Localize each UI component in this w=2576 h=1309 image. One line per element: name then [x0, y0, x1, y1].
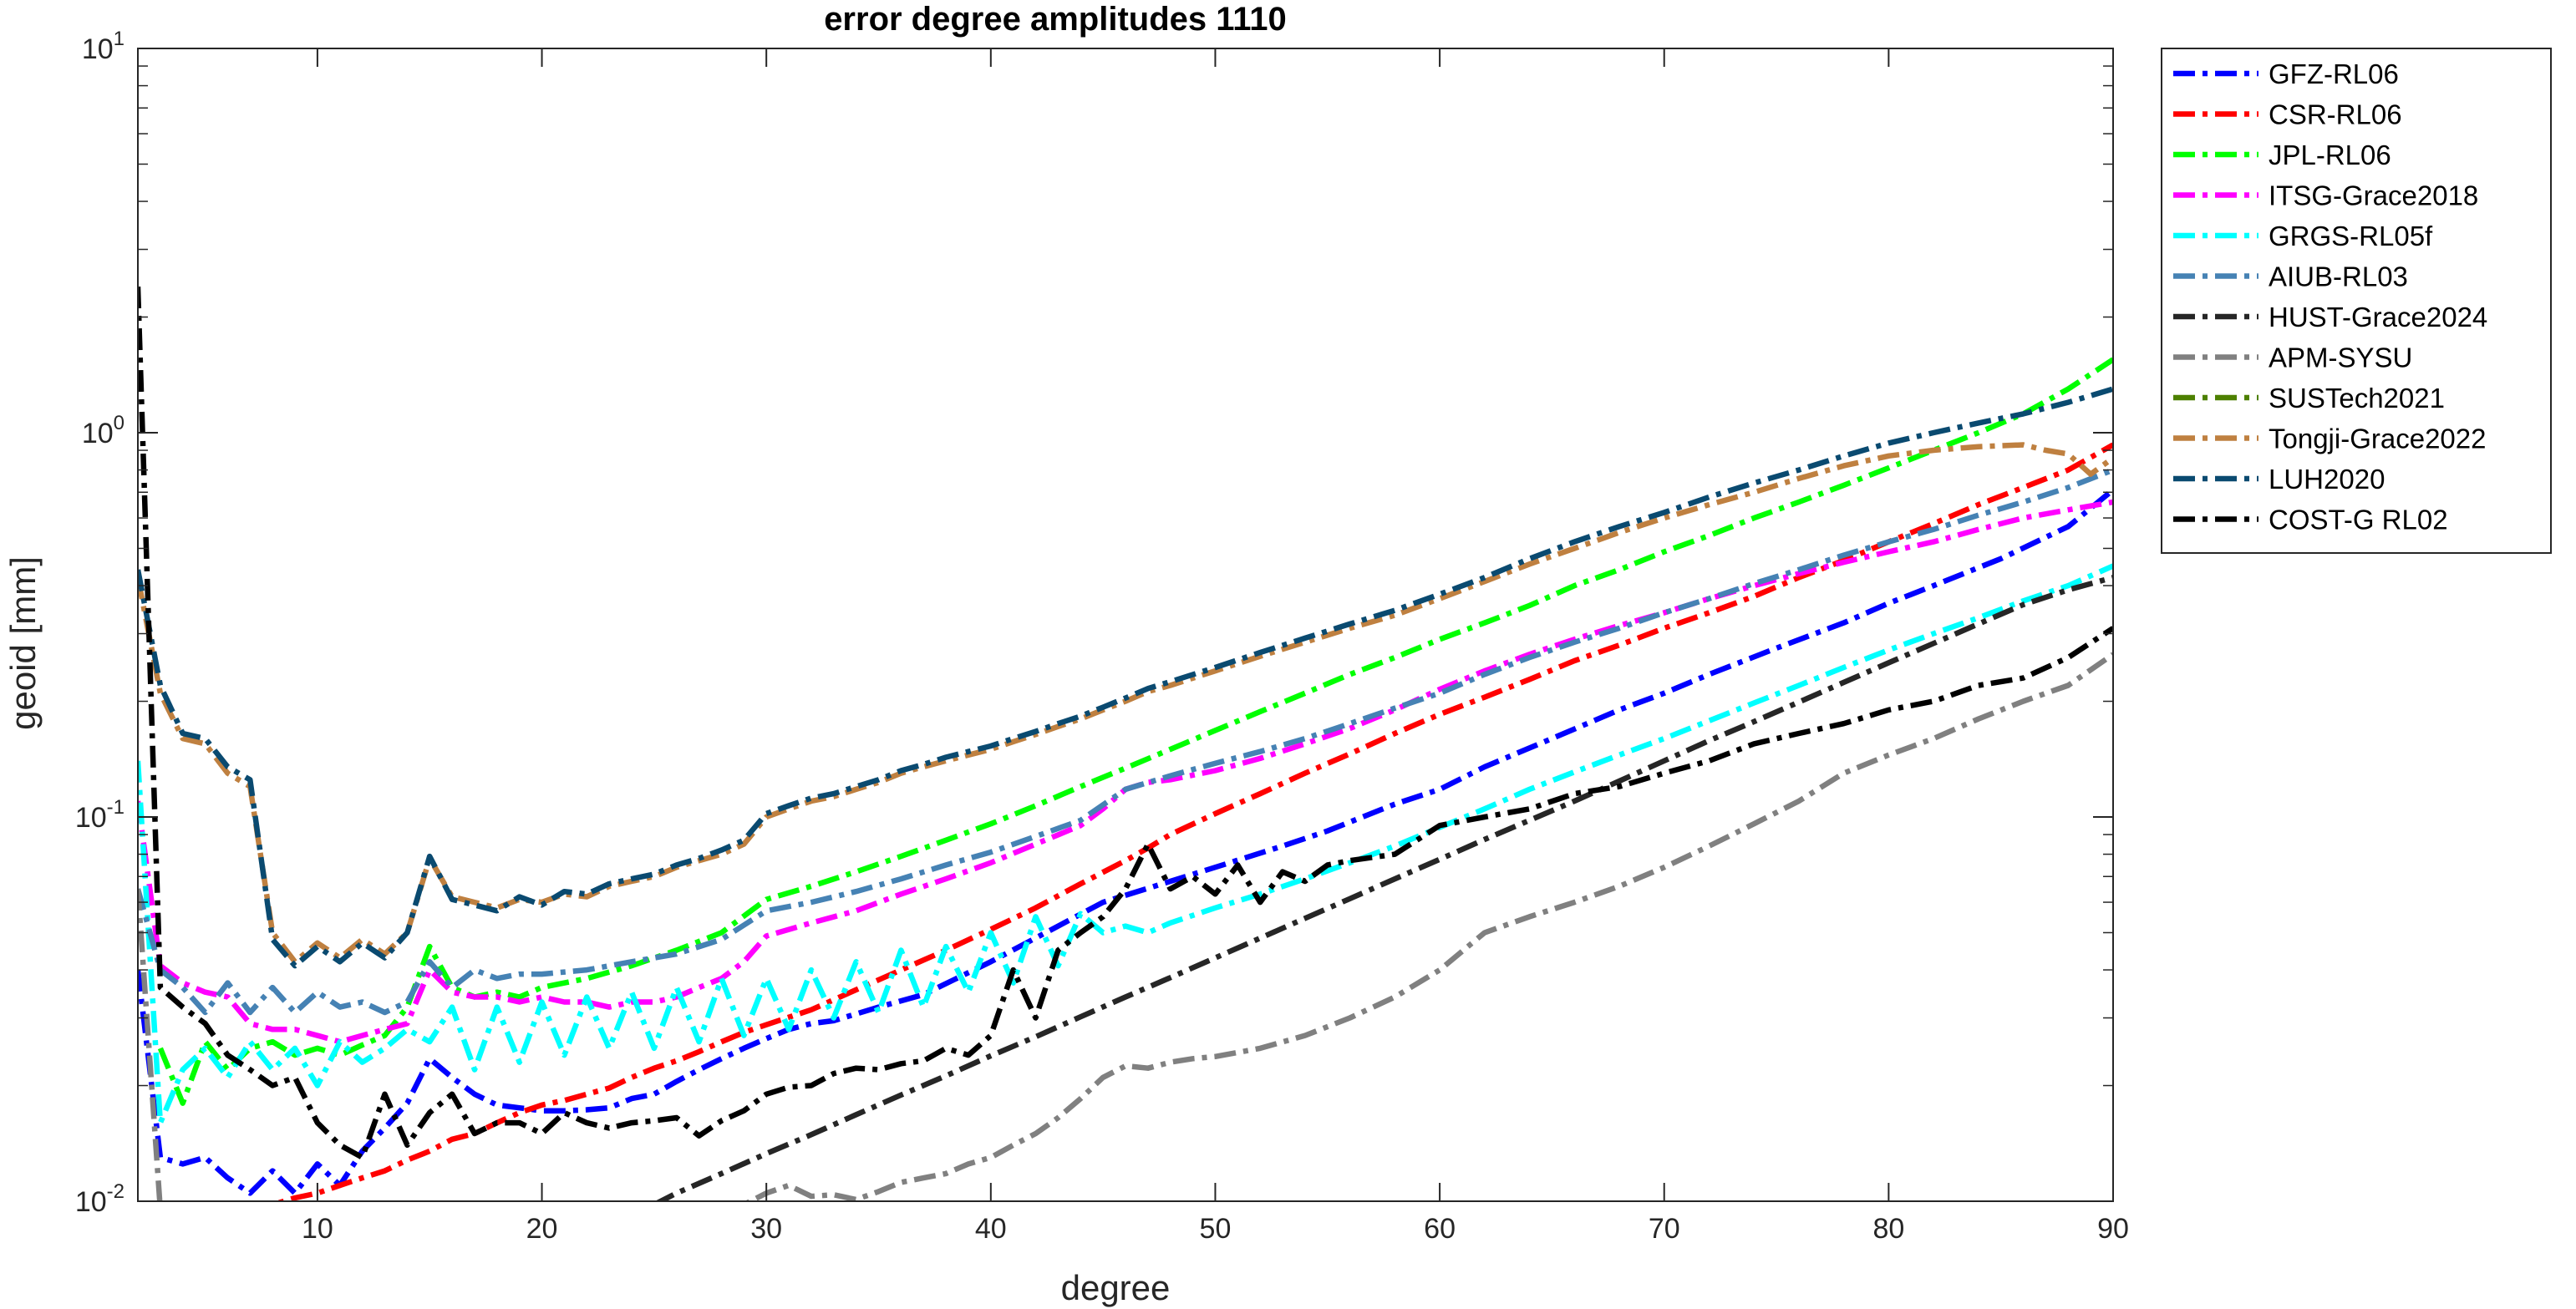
series-line-10 [138, 386, 2113, 969]
series-line-11 [138, 286, 2113, 1160]
x-tick-label: 40 [975, 1213, 1007, 1245]
legend-entry: AIUB-RL03 [2269, 261, 2408, 292]
series-line-4 [138, 563, 2113, 1126]
series-line-7 [138, 652, 2113, 1201]
x-tick-label: 60 [1424, 1213, 1456, 1245]
y-tick-label: 10-2 [75, 1180, 124, 1218]
legend-entry: GFZ-RL06 [2269, 58, 2399, 89]
legend-entry: SUSTech2021 [2269, 383, 2445, 414]
series-layer [138, 286, 2113, 1201]
x-axis-label: degree [1061, 1268, 1171, 1307]
legend-entry: JPL-RL06 [2269, 140, 2391, 170]
x-tick-label: 10 [302, 1213, 333, 1245]
chart-title: error degree amplitudes 1110 [824, 1, 1287, 38]
legend-entry: HUST-Grace2024 [2269, 302, 2487, 332]
x-tick-label: 90 [2097, 1213, 2129, 1245]
legend-box [2161, 48, 2552, 554]
legend-entry: LUH2020 [2269, 464, 2385, 495]
x-tick-label: 50 [1200, 1213, 1232, 1245]
legend: GFZ-RL06 CSR-RL06 JPL-RL06 ITSG-Grace2018 GR… [2161, 48, 2552, 554]
series-line-6 [654, 575, 2113, 1201]
legend-entry: ITSG-Grace2018 [2269, 180, 2478, 211]
x-tick-label: 20 [526, 1213, 558, 1245]
series-line-9 [138, 442, 2113, 965]
y-tick-label: 10-1 [75, 796, 124, 834]
legend-entry: CSR-RL06 [2269, 99, 2402, 130]
legend-entry: APM-SYSU [2269, 342, 2412, 373]
y-axis-label: geoid [mm] [3, 556, 43, 730]
y-tick-label: 100 [82, 412, 124, 449]
legend-entry: GRGS-RL05f [2269, 221, 2433, 251]
x-tick-label: 70 [1649, 1213, 1680, 1245]
series-line-2 [157, 357, 2113, 1106]
series-line-5 [138, 467, 2113, 1016]
legend-entry: COST-G RL02 [2269, 505, 2448, 535]
y-tick-label: 101 [82, 28, 124, 65]
x-tick-label: 30 [750, 1213, 782, 1245]
series-line-3 [138, 499, 2113, 1045]
plot-frame [137, 48, 2114, 1202]
x-tick-label: 80 [1872, 1213, 1904, 1245]
axes-layer: 10 20 30 40 50 60 70 80 90 10-2 10-1 100 101 [75, 28, 2129, 1245]
legend-entry: Tongji-Grace2022 [2269, 424, 2487, 454]
